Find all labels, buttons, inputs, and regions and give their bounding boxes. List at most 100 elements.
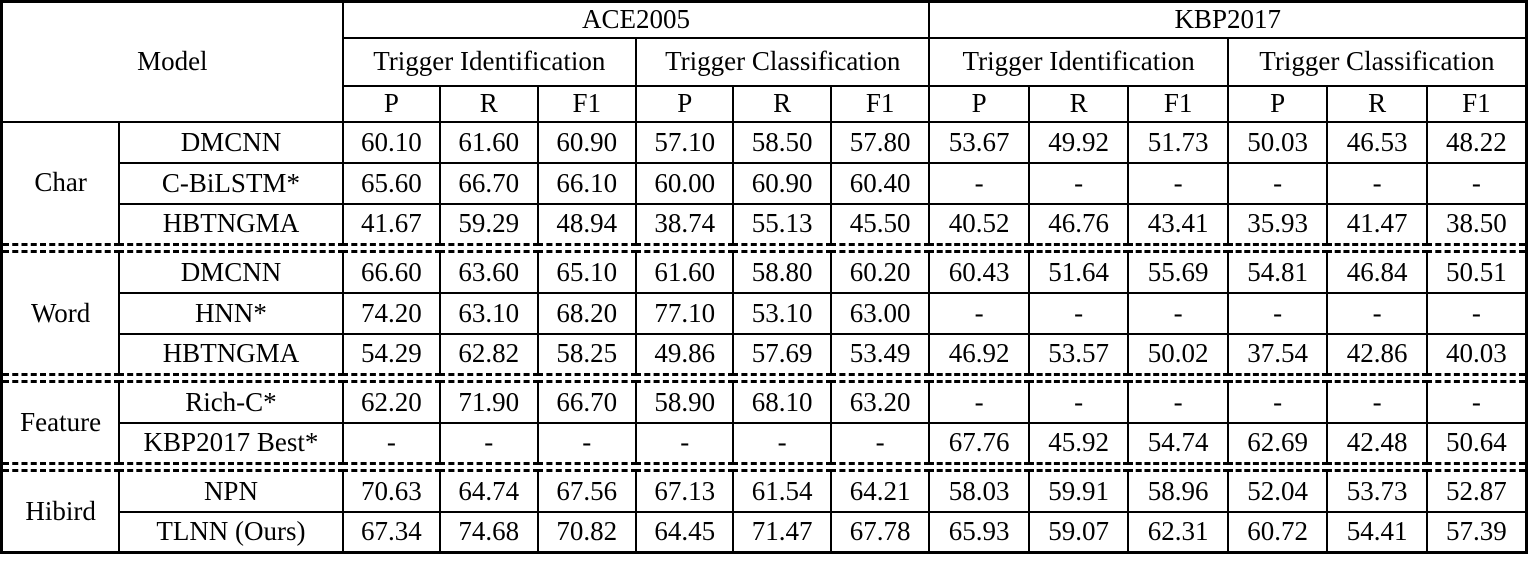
model-name-cell: TLNN (Ours) <box>118 510 344 554</box>
table-header: Model ACE2005 KBP2017 Trigger Identifica… <box>0 0 1528 123</box>
metric-value-cell: 60.00 <box>634 161 735 205</box>
metric-header-p: P <box>1226 84 1329 123</box>
group-label-cell: Feature <box>0 380 121 465</box>
metric-header-f1: F1 <box>536 84 638 123</box>
task-header-kbp-trigger-classification: Trigger Classification <box>1226 36 1528 87</box>
metric-value-cell: 40.52 <box>928 202 1030 246</box>
metric-header-p: P <box>634 84 735 123</box>
metric-value-cell: 66.10 <box>536 161 638 205</box>
metric-value-cell: - <box>1027 291 1130 335</box>
metric-value-cell: 71.90 <box>439 380 539 424</box>
metric-value-cell: 67.56 <box>536 469 638 513</box>
metric-value-cell: 60.90 <box>732 161 832 205</box>
metric-value-cell: 50.02 <box>1127 332 1229 376</box>
metric-value-cell: 41.67 <box>341 202 442 246</box>
header-row-metrics: P R F1 P R F1 P R F1 P R F1 <box>2 84 1528 123</box>
metric-value-cell: 66.70 <box>439 161 539 205</box>
model-name-cell: C-BiLSTM* <box>118 161 344 205</box>
metric-value-cell: 68.20 <box>536 291 638 335</box>
metric-value-cell: 50.03 <box>1226 120 1329 164</box>
metric-value-cell: 63.20 <box>829 380 931 424</box>
table-row: Word DMCNN 66.60 63.60 65.10 61.60 58.80 60.20 6… <box>0 250 1528 376</box>
metric-value-cell: 54.74 <box>1127 421 1229 465</box>
metric-value-cell: 46.92 <box>928 332 1030 376</box>
table-row: C-BiLSTM* 65.60 66.70 66.10 60.00 60.90 60.40-… <box>2 161 1528 205</box>
metric-value-cell: 50.64 <box>1425 421 1528 465</box>
metric-value-cell: 62.20 <box>341 380 442 424</box>
metric-value-cell: 42.86 <box>1326 332 1428 376</box>
metric-value-cell: - <box>1127 380 1229 424</box>
metric-value-cell: 63.10 <box>439 291 539 335</box>
metric-value-cell: 54.29 <box>341 332 442 376</box>
metric-value-cell: 45.92 <box>1027 421 1130 465</box>
group-divider <box>1 243 1527 253</box>
metric-value-cell: 48.22 <box>1425 120 1528 164</box>
metric-value-cell: - <box>1127 161 1229 205</box>
metric-value-cell: 63.60 <box>439 250 539 294</box>
table-row: Hibird NPN 70.63 64.74 67.56 67.13 61.54 64.21 5… <box>0 469 1528 554</box>
metric-value-cell: - <box>1226 161 1329 205</box>
metric-value-cell: 38.50 <box>1425 202 1528 246</box>
model-name-cell: Rich-C* <box>118 380 344 424</box>
metric-value-cell: 49.86 <box>634 332 735 376</box>
metric-value-cell: 67.13 <box>634 469 735 513</box>
metric-value-cell: - <box>732 421 832 465</box>
metric-value-cell: 61.60 <box>439 120 539 164</box>
table-row: HBTNGMA 41.67 59.29 48.94 38.74 55.13 45.50 40.… <box>2 202 1528 246</box>
table-row: HBTNGMA 54.29 62.82 58.25 49.86 57.69 53.49 46.… <box>2 332 1528 376</box>
metric-value-cell: 60.40 <box>829 161 931 205</box>
header-row-tasks: Trigger Identification Trigger Classific… <box>2 36 1528 87</box>
metric-value-cell: 59.29 <box>439 202 539 246</box>
task-header-ace-trigger-identification: Trigger Identification <box>341 36 638 87</box>
table-body: Char DMCNN 60.10 61.60 60.90 57.10 58.50 57.80 5… <box>0 120 1528 554</box>
metric-value-cell: 53.10 <box>732 291 832 335</box>
metric-value-cell: 62.69 <box>1226 421 1329 465</box>
model-name-cell: NPN <box>118 469 344 513</box>
metric-value-cell: 60.90 <box>536 120 638 164</box>
metric-value-cell: - <box>1326 380 1428 424</box>
metric-value-cell: 49.92 <box>1027 120 1130 164</box>
metric-header-f1: F1 <box>829 84 931 123</box>
metric-value-cell: 37.54 <box>1226 332 1329 376</box>
metric-value-cell: - <box>1326 161 1428 205</box>
metric-value-cell: 55.13 <box>732 202 832 246</box>
group-label-cell: Char <box>0 120 121 246</box>
metric-value-cell: 58.50 <box>732 120 832 164</box>
metric-header-r: R <box>1027 84 1130 123</box>
metric-value-cell: 59.07 <box>1027 510 1130 554</box>
model-name-cell: HBTNGMA <box>118 332 344 376</box>
dataset-header-ace2005: ACE2005 <box>341 0 931 39</box>
metric-value-cell: 77.10 <box>634 291 735 335</box>
metric-value-cell: 65.10 <box>536 250 638 294</box>
metric-value-cell: 58.96 <box>1127 469 1229 513</box>
metric-value-cell: 57.69 <box>732 332 832 376</box>
metric-header-r: R <box>439 84 539 123</box>
metric-value-cell: 57.80 <box>829 120 931 164</box>
metric-value-cell: - <box>1326 291 1428 335</box>
metric-value-cell: 71.47 <box>732 510 832 554</box>
metric-value-cell: 46.76 <box>1027 202 1130 246</box>
metric-value-cell: 64.74 <box>439 469 539 513</box>
metric-value-cell: 61.60 <box>634 250 735 294</box>
task-header-ace-trigger-classification: Trigger Classification <box>634 36 931 87</box>
metric-value-cell: 61.54 <box>732 469 832 513</box>
model-column-header: Model <box>0 0 344 123</box>
group-divider <box>1 462 1527 472</box>
metric-value-cell: 54.41 <box>1326 510 1428 554</box>
metric-value-cell: 53.73 <box>1326 469 1428 513</box>
task-header-kbp-trigger-identification: Trigger Identification <box>928 36 1229 87</box>
metric-value-cell: 58.03 <box>928 469 1030 513</box>
metric-value-cell: 64.21 <box>829 469 931 513</box>
metric-value-cell: - <box>634 421 735 465</box>
metric-value-cell: 40.03 <box>1425 332 1528 376</box>
metric-value-cell: - <box>928 161 1030 205</box>
header-row-datasets: Model ACE2005 KBP2017 <box>0 0 1528 123</box>
metric-value-cell: 52.04 <box>1226 469 1329 513</box>
table-row: Feature Rich-C* 62.20 71.90 66.70 58.90 68.10 6… <box>0 380 1528 465</box>
metric-value-cell: 68.10 <box>732 380 832 424</box>
metric-value-cell: 60.10 <box>341 120 442 164</box>
metric-value-cell: - <box>1226 380 1329 424</box>
metric-value-cell: 35.93 <box>1226 202 1329 246</box>
metric-value-cell: 52.87 <box>1425 469 1528 513</box>
